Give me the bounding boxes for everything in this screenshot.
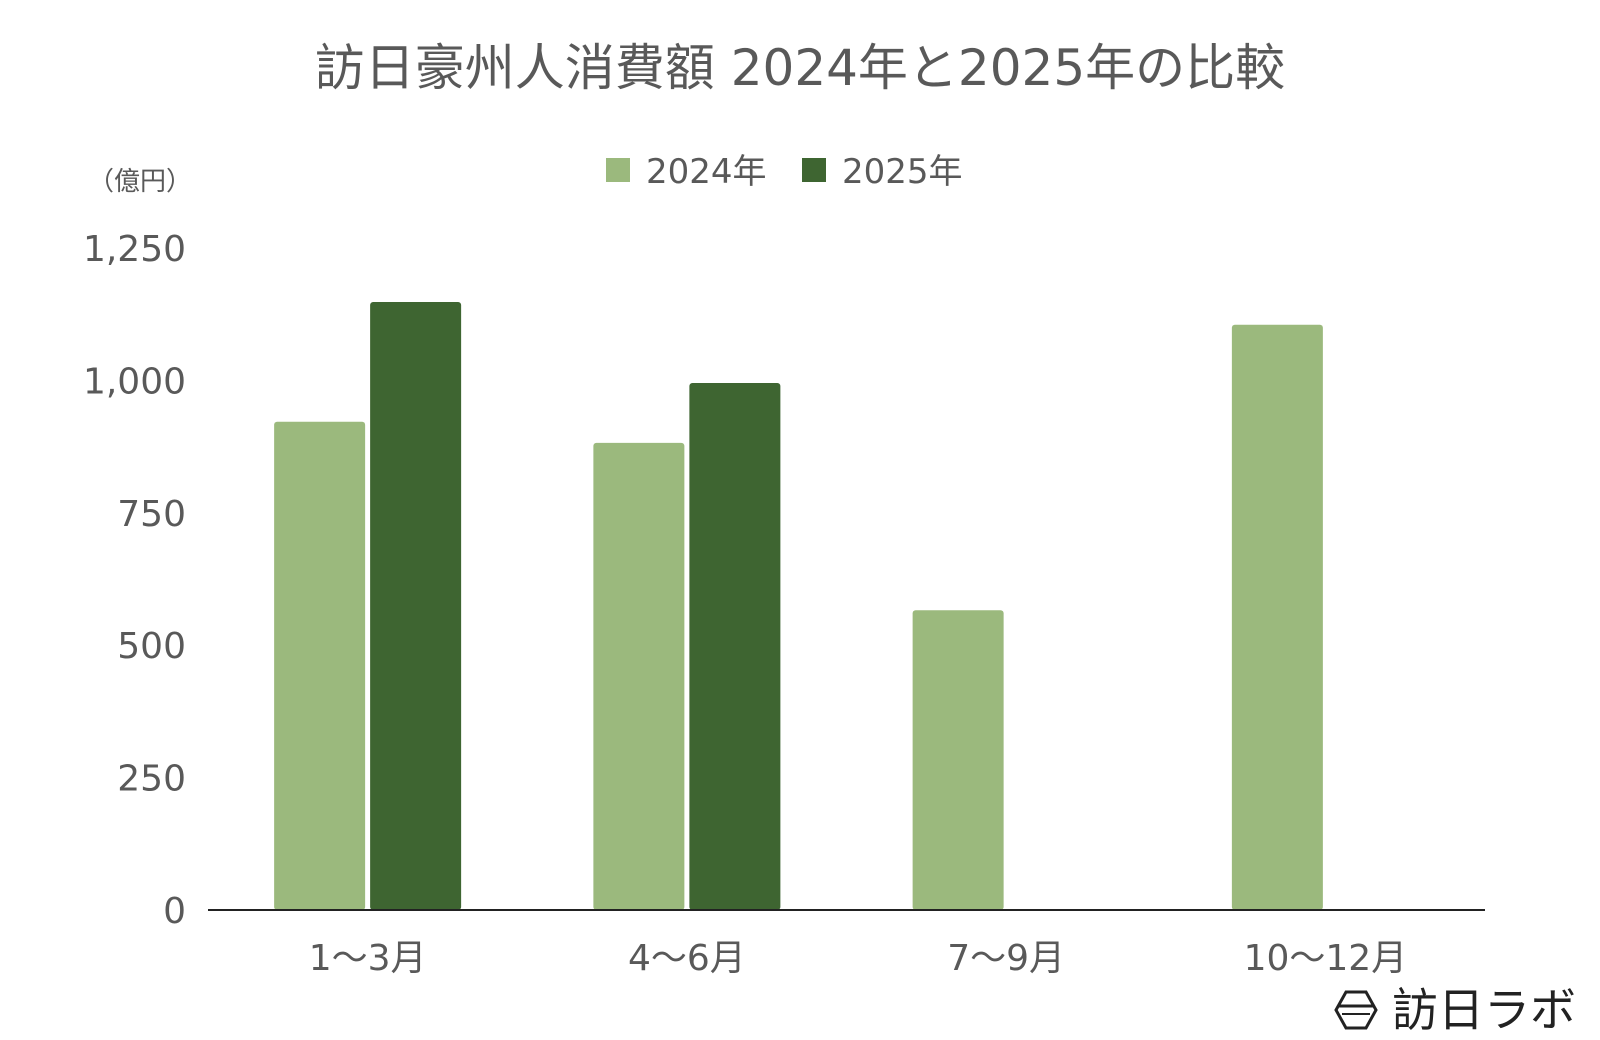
hexagon-icon	[1334, 990, 1378, 1030]
legend-label: 2025年	[842, 152, 963, 192]
chart-title: 訪日豪州人消費額 2024年と2025年の比較	[315, 39, 1285, 97]
x-tick-label: 4～6月	[628, 938, 746, 979]
y-tick-label: 0	[163, 891, 186, 932]
y-axis-unit: （億円）	[88, 167, 192, 197]
legend: 2024年 2025年	[606, 152, 963, 192]
bars	[274, 302, 1323, 911]
y-tick-label: 250	[117, 759, 186, 800]
brand-logo-text: 訪日ラボ	[1392, 983, 1576, 1037]
y-axis-ticks: 0 250 500 750 1,000 1,250	[83, 229, 186, 932]
bar	[1231, 324, 1323, 910]
legend-swatch	[606, 158, 630, 182]
bar	[274, 421, 366, 910]
bar	[912, 610, 1004, 910]
bar	[593, 442, 685, 910]
legend-swatch	[802, 158, 826, 182]
x-axis-ticks: 1～3月 4～6月 7～9月 10～12月	[309, 938, 1407, 979]
y-tick-label: 500	[117, 626, 186, 667]
x-tick-label: 1～3月	[309, 938, 427, 979]
bar	[370, 302, 462, 911]
brand-logo: 訪日ラボ	[1334, 983, 1576, 1037]
y-tick-label: 750	[117, 494, 186, 535]
x-tick-label: 10～12月	[1244, 938, 1408, 979]
y-tick-label: 1,000	[83, 361, 186, 402]
legend-label: 2024年	[646, 152, 767, 192]
x-tick-label: 7～9月	[947, 938, 1065, 979]
bar	[689, 383, 781, 911]
y-tick-label: 1,250	[83, 229, 186, 270]
